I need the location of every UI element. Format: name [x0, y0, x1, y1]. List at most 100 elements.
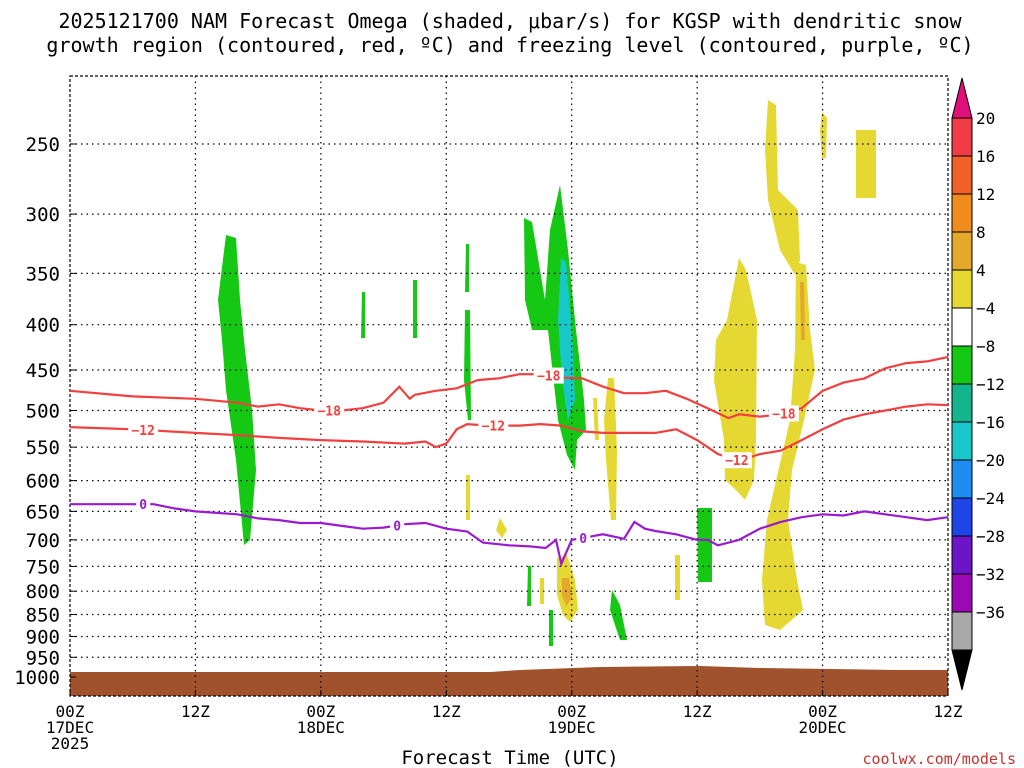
x-axis-label: Forecast Time (UTC): [401, 747, 618, 768]
contour-label-bg: [478, 417, 509, 434]
contour-label-bg: [533, 367, 564, 384]
y-tick-label: 650: [26, 501, 60, 523]
omega-region-yellow: [604, 378, 617, 520]
colorbar-swatch: [951, 497, 973, 537]
colorbar-swatch: [951, 383, 973, 423]
colorbar-label: −8: [976, 337, 995, 356]
colorbar-label: 16: [976, 147, 995, 166]
contour-label: −12: [482, 420, 505, 435]
omega-region-yellow: [496, 518, 507, 538]
y-tick-label: 700: [26, 530, 60, 552]
y-tick-label: 750: [26, 556, 60, 578]
colorbar-label: −4: [976, 299, 995, 318]
omega-region-yellow: [765, 100, 800, 275]
contour-label: 0: [393, 519, 401, 534]
y-tick-label: 400: [26, 315, 60, 337]
x-tick-label: 12Z: [683, 702, 712, 721]
omega-region-yellow: [714, 258, 757, 500]
colorbar-label: −16: [976, 413, 1005, 432]
contour-line: [69, 403, 949, 463]
colorbar-swatch: [951, 573, 973, 613]
colorbar-swatch: [951, 193, 973, 233]
omega-region-green: [527, 566, 531, 606]
y-axis-ticks: 2503003504004505005506006507007508008509…: [14, 134, 76, 689]
y-tick-label: 300: [26, 204, 60, 226]
y-tick-label: 900: [26, 626, 60, 648]
contour-label-bg: [314, 402, 345, 419]
omega-region-green: [361, 292, 365, 338]
contour-label: 0: [139, 498, 147, 513]
plot-frame: [69, 75, 949, 697]
contour-label-bg: [390, 517, 405, 534]
y-tick-label: 600: [26, 471, 60, 493]
contour-lines: −18 −18 −18 −12 −12 −12 0 0 0: [69, 355, 949, 568]
chart-title-line2: growth region (contoured, red, ºC) and f…: [46, 33, 973, 57]
colorbar-swatch: [951, 345, 973, 385]
omega-region-yellow: [856, 130, 876, 198]
y-tick-label: 800: [26, 581, 60, 603]
x-tick-label: 20DEC: [798, 718, 846, 737]
contour-line: [69, 355, 949, 420]
y-tick-label: 850: [26, 605, 60, 627]
colorbar-swatch: [951, 535, 973, 575]
omega-region-yellow: [540, 578, 544, 604]
omega-region-green: [218, 235, 256, 545]
x-tick-label: 2025: [51, 734, 90, 753]
omega-region-yellow: [593, 398, 599, 440]
colorbar-label: −36: [976, 603, 1005, 622]
x-tick-label: 12Z: [181, 702, 210, 721]
omega-region-green: [464, 310, 471, 420]
omega-region-yellow: [820, 112, 827, 158]
contour-label-bg: [768, 405, 799, 422]
y-tick-label: 1000: [14, 667, 60, 689]
y-tick-label: 250: [26, 134, 60, 156]
colorbar-under-arrow: [951, 649, 973, 691]
colorbar-label: −20: [976, 451, 1005, 470]
x-tick-label: 00Z: [808, 702, 837, 721]
colorbar-label: 4: [976, 261, 986, 280]
ground-surface: [70, 666, 948, 696]
contour-label: 0: [579, 532, 587, 547]
colorbar-swatch: [951, 611, 973, 651]
x-tick-label: 18DEC: [297, 718, 345, 737]
chart-title-line1: 2025121700 NAM Forecast Omega (shaded, μ…: [58, 9, 962, 33]
colorbar-swatch: [951, 307, 973, 347]
chart-grid: [70, 76, 948, 696]
omega-region-orange: [562, 578, 572, 606]
colorbar: 20 16 12 8 4 −4 −8 −12 −16 −20 −24 −28 −32 −36: [951, 77, 1005, 691]
contour-label: −12: [725, 454, 748, 469]
y-tick-label: 550: [26, 437, 60, 459]
x-tick-label: 00Z: [557, 702, 586, 721]
contour-line: [70, 503, 949, 568]
omega-region-green: [697, 508, 712, 582]
x-tick-label: 12Z: [934, 702, 963, 721]
x-tick-label: 17DEC: [46, 718, 94, 737]
x-tick-label: 00Z: [306, 702, 335, 721]
contour-label: −12: [131, 424, 154, 439]
x-tick-label: 12Z: [432, 702, 461, 721]
colorbar-label: −28: [976, 527, 1005, 546]
credit-text: coolwx.com/models: [862, 750, 1016, 768]
colorbar-label: 20: [976, 109, 995, 128]
colorbar-label: −12: [976, 375, 1005, 394]
x-tick-label: 19DEC: [548, 718, 596, 737]
colorbar-swatch: [951, 269, 973, 309]
y-tick-label: 950: [26, 647, 60, 669]
colorbar-label: 12: [976, 185, 995, 204]
omega-region-yellow: [675, 555, 680, 600]
colorbar-swatch: [951, 421, 973, 461]
colorbar-swatch: [951, 459, 973, 499]
colorbar-over-arrow: [951, 77, 973, 119]
omega-region-yellow: [466, 475, 470, 520]
x-tick-label: 00Z: [56, 702, 85, 721]
contour-label: −18: [537, 370, 561, 385]
omega-region-green: [465, 244, 469, 292]
y-tick-label: 450: [26, 360, 60, 382]
colorbar-swatch: [951, 231, 973, 271]
contour-label-bg: [128, 421, 159, 438]
contour-label: −18: [772, 407, 796, 422]
contour-label-bg: [721, 452, 752, 469]
omega-region-green: [524, 185, 586, 470]
